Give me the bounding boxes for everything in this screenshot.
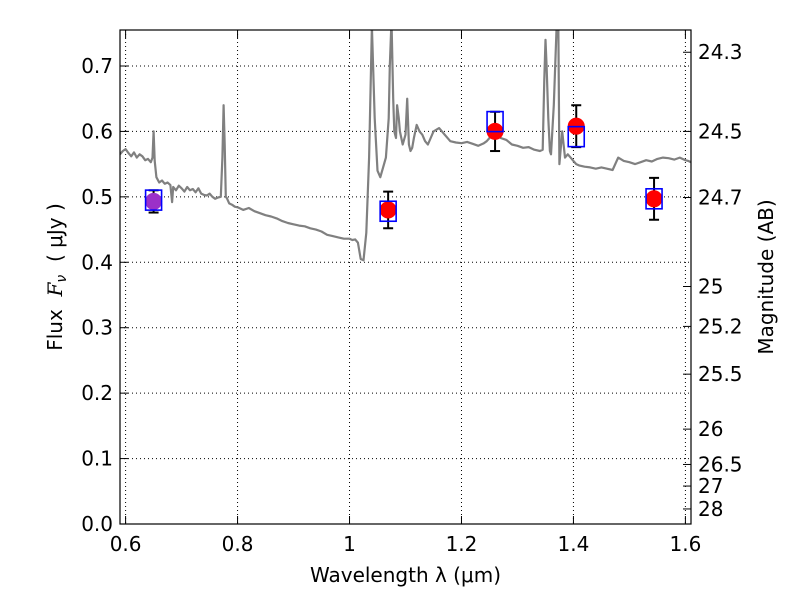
- x-tick-label: 1.6: [669, 532, 701, 556]
- mag-tick-label: 25.2: [698, 314, 743, 338]
- observed-point: [379, 201, 397, 219]
- x-tick-label: 0.8: [222, 532, 254, 556]
- model-filter-box: [379, 200, 397, 223]
- observed-point: [645, 190, 663, 208]
- plot-area: [120, 30, 691, 262]
- plot-frame: [119, 29, 692, 525]
- data-markers: [144, 104, 663, 230]
- y-axis-label-subscript: ν: [54, 275, 70, 283]
- mag-tick-label: 25.5: [698, 362, 743, 386]
- mag-tick-label: 26.5: [698, 452, 743, 476]
- y-tick-label: 0.5: [81, 185, 113, 209]
- x-tick-label: 1.4: [558, 532, 590, 556]
- y-axis-right-label: Magnitude (AB): [754, 199, 778, 354]
- mag-tick-label: 27: [698, 474, 723, 498]
- observed-point: [145, 192, 163, 210]
- x-tick-label: 0.6: [110, 532, 142, 556]
- y-axis-label-suffix: ( μJy ): [43, 203, 67, 275]
- mag-tick-label: 24.5: [698, 119, 743, 143]
- model-spectrum-line: [120, 30, 691, 262]
- x-tick-label: 1.2: [446, 532, 478, 556]
- mag-tick-label: 25: [698, 274, 723, 298]
- y-axis-label-symbol: F: [43, 281, 67, 297]
- y-tick-label: 0.0: [81, 512, 113, 536]
- model-filter-box: [486, 110, 504, 133]
- y-axis-label-prefix: Flux: [43, 296, 67, 350]
- mag-tick-label: 24.7: [698, 186, 743, 210]
- y-tick-label: 0.4: [81, 250, 113, 274]
- y-tick-label: 0.6: [81, 119, 113, 143]
- y-tick-label: 0.2: [81, 381, 113, 405]
- x-axis-label: Wavelength λ (μm): [310, 563, 501, 587]
- model-filter-box: [645, 188, 663, 210]
- model-filter-box: [144, 189, 163, 211]
- y-tick-label: 0.7: [81, 54, 113, 78]
- x-tick-label: 1: [343, 532, 356, 556]
- y-tick-label: 0.1: [81, 447, 113, 471]
- mag-tick-label: 28: [698, 497, 723, 521]
- y-axis-label: Flux Fν ( μJy ): [43, 203, 70, 351]
- axis-ticks: [120, 30, 691, 525]
- axis-tick-labels: 0.6 0.8 1 1.2 1.4 1.6 0.0 0.1 0.2 0.3 0.4 0.5 0.6 0.7…: [81, 40, 742, 556]
- model-filter-box: [567, 125, 586, 148]
- mag-tick-label: 26: [698, 417, 723, 441]
- mag-tick-label: 24.3: [698, 40, 743, 64]
- y-tick-label: 0.3: [81, 316, 113, 340]
- grid-lines: [120, 30, 691, 525]
